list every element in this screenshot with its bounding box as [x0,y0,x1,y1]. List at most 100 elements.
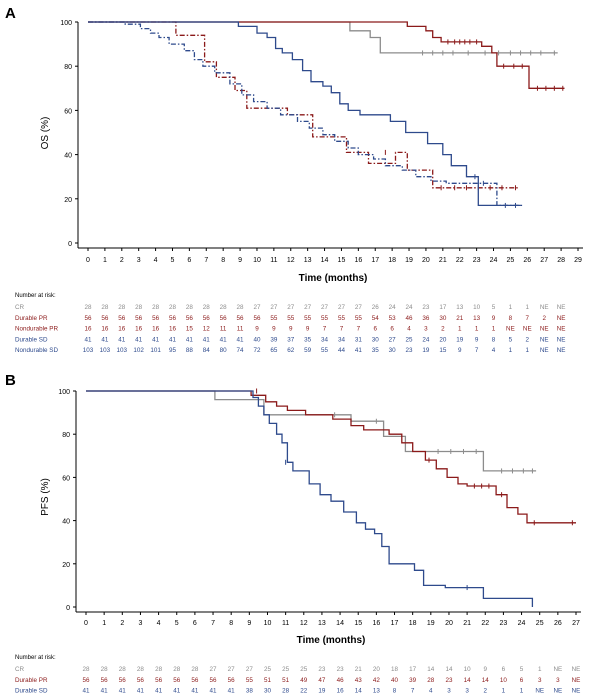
risk-cell: 56 [228,677,236,684]
risk-cell: 88 [186,347,194,354]
risk-cell: 11 [237,326,244,333]
risk-cell: 55 [287,315,295,322]
risk-cell: 35 [304,336,312,343]
risk-cell: NE [557,326,566,333]
risk-cell: 51 [264,677,272,684]
risk-cell: 24 [422,336,430,343]
risk-cell: 19 [318,688,326,695]
risk-cell: 17 [439,304,447,311]
risk-cell: 56 [220,315,228,322]
risk-cell: 101 [150,347,161,354]
risk-cell: 41 [186,336,194,343]
risk-cell: 9 [306,326,310,333]
risk-row-label: Durable SD [15,688,48,695]
risk-cell: 41 [118,336,126,343]
risk-cell: 23 [445,677,453,684]
risk-cell: 84 [203,347,211,354]
risk-cell: 55 [321,315,329,322]
risk-cell: 9 [255,326,259,333]
risk-cell: 23 [406,347,414,354]
risk-cell: 19 [456,336,464,343]
risk-cell: 56 [237,315,245,322]
x-tick-label: 8 [229,620,233,627]
risk-cell: 56 [118,315,126,322]
risk-cell: 9 [492,315,496,322]
risk-cell: 103 [100,347,111,354]
y-tick-label: 80 [62,432,70,439]
risk-cell: 28 [137,666,145,673]
risk-cell: 25 [300,666,308,673]
x-tick-label: 12 [300,620,308,627]
risk-cell: 56 [253,315,261,322]
risk-cell: 9 [272,326,276,333]
x-tick-label: 5 [171,257,175,264]
x-tick-label: 9 [238,257,242,264]
risk-cell: 53 [389,315,397,322]
x-tick-label: 29 [574,257,582,264]
risk-cell: 56 [169,315,177,322]
risk-cell: NE [523,326,532,333]
risk-cell: 15 [439,347,447,354]
risk-cell: 7 [357,326,361,333]
risk-cell: 3 [447,688,451,695]
risk-cell: 4 [407,326,411,333]
risk-cell: 7 [526,315,530,322]
series-line [86,390,537,472]
risk-cell: 14 [445,666,453,673]
risk-row-label: Durable PR [15,677,48,684]
y-tick-label: 40 [62,519,70,526]
risk-cell: 56 [173,677,181,684]
risk-cell: 5 [520,666,524,673]
risk-cell: 1 [520,688,524,695]
risk-cell: 28 [237,304,245,311]
risk-cell: 28 [191,666,199,673]
x-tick-label: 24 [490,257,498,264]
risk-cell: 30 [372,336,380,343]
x-tick-label: 19 [427,620,435,627]
x-tick-label: 11 [270,257,277,264]
risk-cell: 28 [101,666,109,673]
risk-cell: 25 [264,666,272,673]
x-tick-label: 2 [120,620,124,627]
risk-cell: 41 [152,336,160,343]
risk-cell: 2 [441,326,445,333]
risk-cell: 56 [210,677,218,684]
risk-cell: 41 [84,336,92,343]
risk-cell: NE [540,326,549,333]
risk-cell: 2 [526,336,530,343]
panel-b-ylabel: PFS (%) [40,478,51,516]
risk-cell: 27 [210,666,218,673]
y-tick-label: 0 [66,605,70,612]
x-tick-label: 12 [287,257,295,264]
risk-cell: 56 [155,677,163,684]
risk-cell: 28 [220,304,228,311]
risk-cell: 5 [509,336,513,343]
risk-cell: 25 [406,336,414,343]
risk-cell: 1 [509,347,513,354]
risk-cell: 56 [152,315,160,322]
risk-cell: 1 [509,304,513,311]
panel-a: A OS (%) Time (months) Number at risk: 0… [5,5,583,354]
risk-cell: 27 [270,304,278,311]
x-tick-label: 10 [264,620,272,627]
risk-cell: 25 [282,666,290,673]
risk-cell: 55 [270,315,278,322]
risk-cell: 27 [253,304,261,311]
risk-row-label: Nondurable SD [15,347,59,354]
risk-cell: 14 [427,666,435,673]
risk-cell: 56 [119,677,127,684]
risk-cell: 56 [82,677,90,684]
x-tick-label: 22 [456,257,464,264]
risk-cell: NE [535,688,544,695]
risk-cell: 74 [237,347,245,354]
risk-cell: 8 [492,336,496,343]
y-tick-label: 20 [64,197,72,204]
risk-cell: 65 [270,347,278,354]
risk-cell: 80 [220,347,228,354]
risk-cell: 1 [502,688,506,695]
risk-cell: 30 [389,347,397,354]
risk-cell: 9 [475,336,479,343]
risk-cell: 16 [337,688,345,695]
risk-cell: NE [572,688,581,695]
risk-cell: 55 [246,677,254,684]
